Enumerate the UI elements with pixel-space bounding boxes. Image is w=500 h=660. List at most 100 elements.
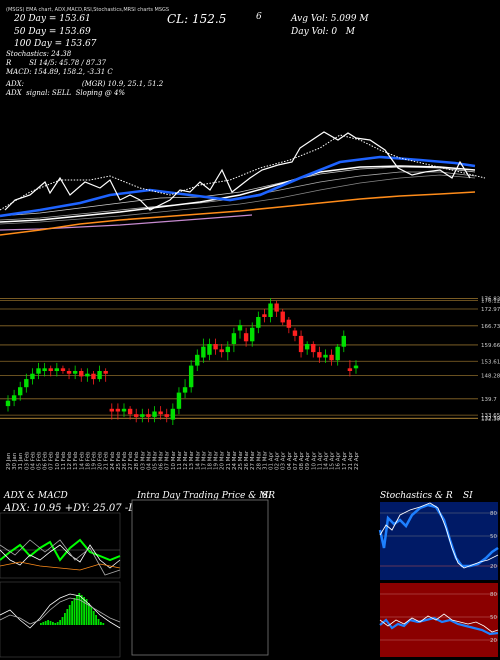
date-axis-labels: 29 Jan 30 Jan 31 Jan 03 Feb 04 Feb 05 Feb 06 F… bbox=[6, 450, 360, 470]
rsi-tick-80: 80 bbox=[490, 592, 497, 598]
macd-bar bbox=[49, 621, 52, 625]
ema-panel bbox=[0, 131, 486, 236]
date-label: 20 Mar bbox=[220, 450, 226, 470]
date-label: 25 Feb bbox=[116, 451, 122, 470]
intraday-panel bbox=[131, 499, 269, 656]
date-label: 15 Apr bbox=[330, 451, 336, 470]
ema-white-thick bbox=[0, 165, 476, 223]
candle-body bbox=[103, 371, 108, 374]
candle-body bbox=[213, 344, 218, 350]
date-label: 24 Feb bbox=[110, 451, 116, 470]
price-level-label: 176.82 bbox=[481, 297, 500, 303]
adx-green-line bbox=[0, 538, 121, 562]
date-label: 09 Apr bbox=[305, 451, 311, 470]
date-label: 11 Mar bbox=[177, 450, 183, 470]
date-label: 17 Apr bbox=[342, 451, 348, 470]
candle-body bbox=[164, 414, 169, 417]
price-level-label: 132.52 bbox=[481, 416, 500, 422]
ma100-readout: 100 Day = 153.67 bbox=[14, 39, 97, 49]
candle-body bbox=[158, 411, 163, 415]
price-level-label: 133.65 bbox=[481, 413, 500, 419]
candle-body bbox=[48, 368, 53, 371]
price-level-label: 153.61 bbox=[481, 359, 500, 365]
adx-gray-line bbox=[0, 539, 121, 576]
candle-body bbox=[91, 373, 96, 380]
candle-body bbox=[176, 392, 182, 409]
candle-body bbox=[341, 335, 346, 347]
date-label: 27 Mar bbox=[250, 450, 256, 470]
candle-body bbox=[311, 344, 316, 353]
date-label: 10 Mar bbox=[171, 450, 177, 470]
adx-white-line bbox=[0, 544, 121, 569]
macd-bar bbox=[59, 620, 61, 625]
candle-body bbox=[85, 373, 90, 377]
price-level-label: 148.28 bbox=[481, 374, 500, 380]
stochastics-readout: Stochastics: 24.38 bbox=[6, 50, 72, 58]
date-label: 04 Mar bbox=[146, 450, 152, 470]
candle-body bbox=[274, 303, 279, 312]
date-label: 28 Feb bbox=[134, 451, 140, 470]
adx-panel-title: ADX & MACD bbox=[3, 491, 68, 501]
candle-body bbox=[60, 368, 66, 371]
adx-signal: ADX signal: SELL Sloping @ 4% bbox=[6, 89, 126, 97]
macd-bar bbox=[66, 609, 69, 625]
ema-orange bbox=[0, 191, 476, 236]
candle-body bbox=[256, 317, 261, 328]
price-white-line bbox=[4, 131, 471, 211]
candle-body bbox=[317, 352, 322, 358]
price-level-label: 172.97 bbox=[481, 307, 500, 313]
intraday-si: SI bbox=[262, 491, 272, 501]
date-label: 25 Mar bbox=[238, 450, 244, 470]
stoch-tick-80: 80 bbox=[490, 511, 497, 517]
macd-panel bbox=[0, 581, 121, 658]
candle-body bbox=[237, 325, 243, 331]
macd-bar bbox=[78, 593, 81, 625]
macd-bar bbox=[52, 622, 54, 625]
avg-volume: Avg Vol: 5.099 M bbox=[291, 14, 369, 24]
date-label: 19 Feb bbox=[91, 451, 97, 470]
candle-body bbox=[329, 354, 334, 361]
date-label: 26 Feb bbox=[122, 451, 128, 470]
macd-bar bbox=[47, 620, 49, 625]
date-label: 07 Apr bbox=[293, 451, 299, 470]
candle-body bbox=[207, 344, 212, 355]
candle-body bbox=[11, 395, 17, 401]
date-label: 07 Feb bbox=[49, 451, 55, 470]
date-label: 06 Feb bbox=[43, 451, 49, 470]
candle-body bbox=[292, 330, 298, 336]
date-label: 03 Feb bbox=[24, 451, 30, 470]
candle-body bbox=[140, 414, 145, 417]
rsi-readout: R SI 14/5: 45.78 / 87.37 bbox=[6, 59, 107, 67]
date-label: 21 Feb bbox=[104, 451, 110, 470]
candle-body bbox=[115, 408, 121, 412]
candle-body bbox=[231, 333, 237, 344]
price-dotted-line bbox=[0, 134, 486, 211]
price-level-lines bbox=[0, 298, 478, 419]
header: (MSGS) EMA chart, ADX,MACD,RSI,Stochasti… bbox=[0, 0, 500, 97]
date-label: 04 Feb bbox=[30, 451, 36, 470]
intraday-title: Intra Day Trading Price & MR bbox=[136, 491, 275, 501]
date-label: 14 Mar bbox=[195, 450, 201, 470]
date-label: 31 Mar bbox=[262, 450, 268, 470]
date-label: 18 Mar bbox=[207, 450, 213, 470]
date-label: 28 Mar bbox=[256, 450, 262, 470]
candle-body bbox=[72, 371, 78, 374]
macd-bar bbox=[95, 615, 97, 625]
macd-bar bbox=[64, 613, 66, 625]
ema-white-thin-3 bbox=[0, 166, 476, 217]
stochastics-panel bbox=[380, 502, 498, 580]
date-label: 12 Mar bbox=[183, 450, 189, 470]
candle-body bbox=[298, 335, 304, 353]
candle-body bbox=[54, 368, 60, 371]
date-label: 05 Feb bbox=[37, 451, 43, 470]
date-label: 17 Mar bbox=[201, 450, 207, 470]
adx-panel-readout: ADX: 10.95 +DY: 25.07 -DY: 31.21 bbox=[3, 503, 177, 514]
candle-body bbox=[121, 408, 127, 412]
macd-bar bbox=[92, 611, 95, 625]
rsi-panel bbox=[380, 583, 498, 657]
candle-body bbox=[170, 408, 176, 420]
macd-bar bbox=[54, 623, 57, 625]
ema-pink bbox=[0, 214, 253, 231]
date-label: 07 Mar bbox=[165, 450, 171, 470]
